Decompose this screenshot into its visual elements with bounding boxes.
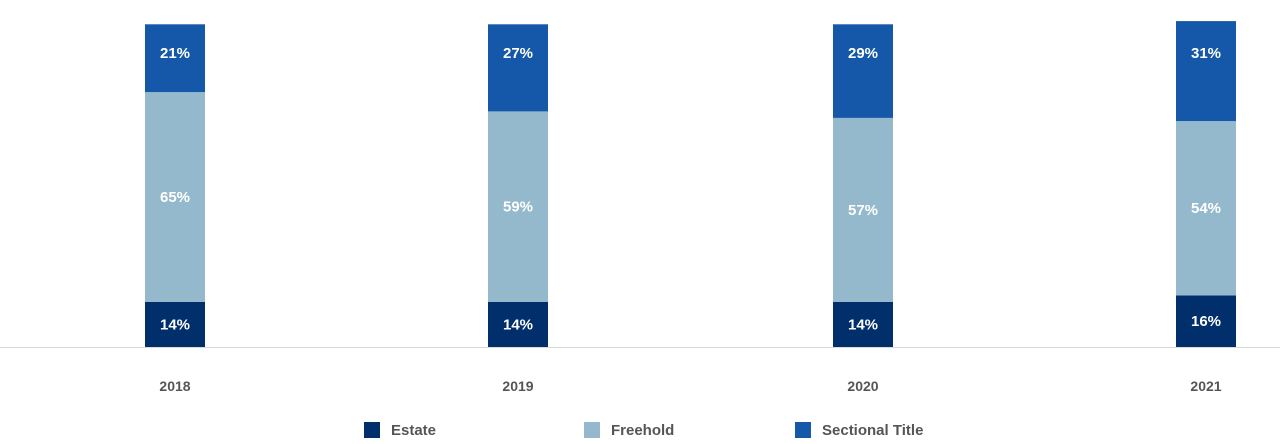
data-label-freehold-2018: 65%	[160, 189, 190, 206]
data-label-freehold-2020: 57%	[848, 202, 878, 219]
data-label-estate-2021: 16%	[1191, 313, 1221, 330]
data-label-sectional-title-2018: 21%	[160, 45, 190, 62]
legend-label-sectional-title: Sectional Title	[822, 421, 924, 439]
bar-estate-2020	[833, 301, 893, 347]
legend-label-freehold: Freehold	[611, 421, 675, 439]
x-axis-ticks: 2018 2019 2020 2021	[159, 378, 1221, 394]
bar-freehold-2018	[145, 92, 205, 302]
bar-estate-2021	[1176, 295, 1236, 347]
data-label-estate-2020: 14%	[848, 316, 878, 333]
data-label-freehold-2019: 59%	[503, 199, 533, 216]
legend-label-estate: Estate	[391, 421, 437, 439]
legend-item-estate: Estate	[364, 418, 436, 442]
x-tick-label-2018: 2018	[159, 378, 190, 394]
bar-sectional-title-2019	[488, 24, 548, 112]
bar-estate-2019	[488, 301, 548, 347]
data-label-sectional-title-2020: 29%	[848, 45, 878, 62]
data-label-estate-2018: 14%	[160, 316, 190, 333]
legend-swatch-freehold	[584, 422, 600, 438]
legend-item-freehold: Freehold	[584, 418, 674, 442]
legend-item-sectional-title: Sectional Title	[795, 418, 923, 442]
bar-sectional-title-2020	[833, 24, 893, 118]
data-label-freehold-2021: 54%	[1191, 200, 1221, 217]
x-tick-label-2019: 2019	[502, 378, 533, 394]
legend: Estate Freehold Sectional Title	[0, 418, 1280, 442]
x-tick-label-2020: 2020	[847, 378, 878, 394]
bar-sectional-title-2018	[145, 24, 205, 93]
data-label-sectional-title-2019: 27%	[503, 45, 533, 62]
bars-layer: 14% 65% 21% 14% 59% 27% 14% 57% 29% 16% 54% 31%	[145, 21, 1236, 347]
bar-freehold-2021	[1176, 121, 1236, 296]
data-label-estate-2019: 14%	[503, 316, 533, 333]
bar-freehold-2019	[488, 111, 548, 302]
legend-swatch-estate	[364, 422, 380, 438]
legend-swatch-sectional-title	[795, 422, 811, 438]
bar-estate-2018	[145, 301, 205, 347]
bar-freehold-2020	[833, 117, 893, 302]
bar-sectional-title-2021	[1176, 21, 1236, 122]
data-label-sectional-title-2021: 31%	[1191, 45, 1221, 62]
x-tick-label-2021: 2021	[1190, 378, 1221, 394]
